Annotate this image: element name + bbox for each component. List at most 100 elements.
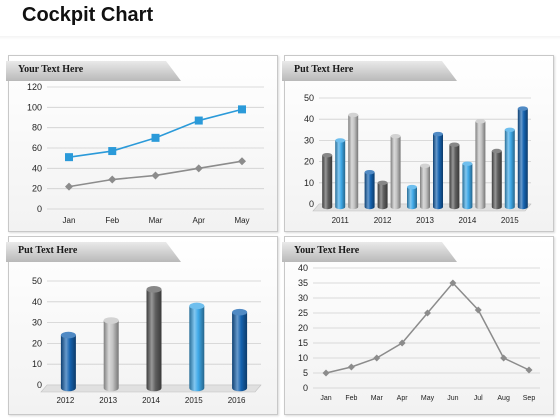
x-tick-label: 2014 [459,216,477,225]
x-tick-label: 2012 [57,396,75,405]
y-tick-label: 60 [32,143,42,153]
bar-2014 [146,286,162,392]
bar-2012-1 [364,170,375,210]
x-tick-label: 2012 [374,216,392,225]
y-tick-label: 15 [298,338,308,348]
x-tick-label: Jan [63,216,76,225]
series-1-point [65,153,73,162]
line-chart-1: 0 20 40 60 80 100 120 Jan Feb Mar Apr May [27,82,264,225]
series-point [449,279,457,287]
bar-2012-2 [377,180,388,210]
bar-2011-3 [348,112,359,210]
x-tick-label: 2016 [228,396,246,405]
panel-line-chart-2: Your Text Here 0 5 10 15 20 25 30 35 40 Jan Feb Mar… [282,236,554,415]
line-chart-2: 0 5 10 15 20 25 30 35 40 Jan Feb Mar Apr May Jun Jul Aug… [298,263,540,402]
y-tick-label: 0 [37,204,42,214]
x-tick-label: Jan [320,395,331,402]
y-tick-label: 25 [298,308,308,318]
bar-chart-2: 0 10 20 30 40 50 2012 2013 2014 2015 2016 [32,276,262,405]
x-tick-label: Apr [193,216,206,225]
series-1-point [194,116,203,125]
x-tick-label: Jun [447,395,458,402]
bar-2011-1 [322,153,333,210]
title-divider [0,36,560,40]
panel-4-tab: Your Text Here [282,242,457,262]
x-tick-label: Sep [523,395,536,402]
y-tick-label: 20 [32,184,42,194]
y-tick-label: 0 [303,383,308,393]
y-tick-label: 50 [32,276,42,286]
x-tick-label: Jul [474,395,483,402]
series-point [347,363,355,371]
y-tick-label: 50 [304,93,314,103]
panel-3-tab: Put Text Here [6,242,181,262]
series-2-point [108,175,117,184]
y-tick-label: 40 [32,297,42,307]
panel-3-label: Put Text Here [18,245,78,256]
y-tick-label: 10 [298,353,308,363]
y-tick-label: 0 [309,199,314,209]
x-tick-label: 2015 [501,216,519,225]
y-tick-label: 120 [27,82,42,92]
y-tick-label: 40 [298,263,308,273]
y-tick-label: 30 [32,318,42,328]
x-tick-label: 2015 [185,396,203,405]
bar-2012-3 [390,133,401,210]
bar-2013-2 [420,163,430,210]
panel-line-chart-1: Your Text Here 0 20 40 60 80 100 120 Jan Feb Mar A… [6,55,278,232]
bar-2014-1 [449,142,460,210]
bar-2015-1 [491,148,502,210]
bar-2014-3 [475,119,486,210]
series-2-point [238,157,246,166]
series-1-point [108,147,117,156]
series-point [373,354,381,362]
series-point [398,339,406,347]
panel-2-tab: Put Text Here [282,61,457,81]
bar-2012 [60,331,76,392]
series-1-line [68,108,243,158]
series-2-point [151,171,160,180]
y-tick-label: 20 [304,157,314,167]
y-tick-label: 20 [298,323,308,333]
x-tick-label: May [234,216,249,225]
series-point [525,366,533,374]
y-tick-label: 20 [32,338,42,348]
y-tick-label: 80 [32,123,42,133]
series-2-point [194,164,203,173]
x-tick-label: Mar [371,395,384,402]
x-tick-label: May [421,395,435,402]
series-point [424,309,431,317]
series-point [322,369,330,377]
x-tick-label: Feb [345,395,357,402]
y-tick-label: 40 [304,114,314,124]
bar-chart-1: 0 10 20 30 40 50 2011 2012 2013 2014 2015 [304,93,532,225]
bar-2013 [103,317,119,392]
panel-4-label: Your Text Here [294,245,360,256]
bar-2016 [232,308,248,392]
series-2-point [65,182,73,191]
y-tick-label: 10 [304,178,314,188]
y-tick-label: 30 [298,293,308,303]
x-tick-label: Feb [105,216,119,225]
panel-1-tab: Your Text Here [6,61,181,81]
bar-2015-2 [504,127,515,210]
bar-2011-2 [335,138,346,210]
panel-bar-chart-1: Put Text Here 0 10 20 30 40 50 2011 2012 2013 201… [282,55,554,232]
x-tick-label: Apr [397,395,409,402]
bar-2014-2 [462,161,473,210]
panel-2-label: Put Text Here [294,64,354,75]
x-tick-label: 2011 [332,216,350,225]
x-tick-label: Mar [149,216,163,225]
y-tick-label: 40 [32,163,42,173]
page-title: Cockpit Chart [22,4,154,26]
series-1-point [238,105,246,114]
panel-bar-chart-2: Put Text Here 0 10 20 30 40 50 2012 2013 2014 201… [6,236,278,415]
x-tick-label: Aug [497,395,510,402]
x-tick-label: 2014 [142,396,160,405]
y-tick-label: 35 [298,278,308,288]
bar-2013-3 [433,131,443,210]
y-tick-label: 100 [27,102,42,112]
panel-1-label: Your Text Here [18,64,84,75]
y-tick-label: 0 [37,380,42,390]
series-point [474,306,482,314]
